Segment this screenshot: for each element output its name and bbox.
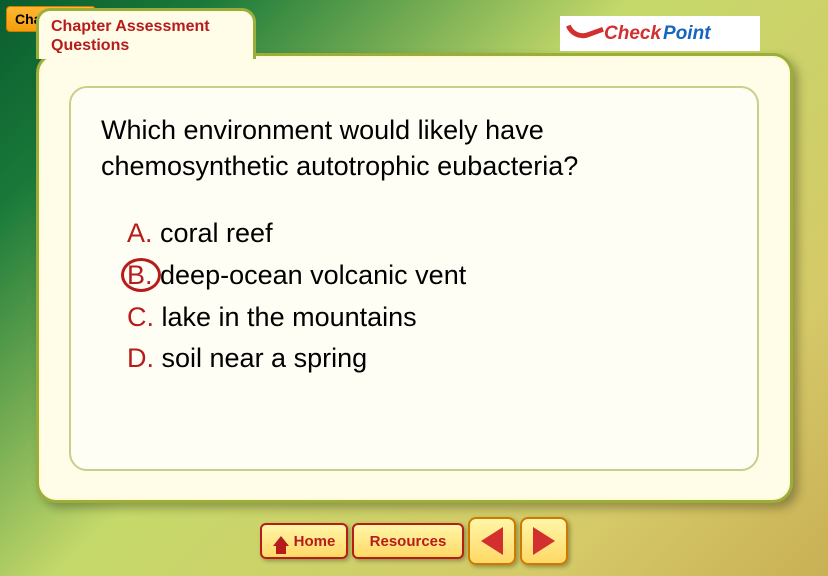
answer-text: soil near a spring <box>154 343 367 373</box>
bottom-nav: Home Resources <box>0 516 828 566</box>
resources-label: Resources <box>370 533 447 550</box>
answer-letter: D. <box>127 343 154 373</box>
question-text: Which environment would likely have chem… <box>101 112 727 185</box>
arrow-left-icon <box>481 527 503 555</box>
answer-d[interactable]: D. soil near a spring <box>127 338 727 380</box>
checkpoint-check-word: Check <box>604 23 661 45</box>
section-tab: Chapter Assessment Questions <box>36 8 256 59</box>
checkpoint-point-word: Point <box>663 23 711 45</box>
home-label: Home <box>294 533 336 550</box>
home-button[interactable]: Home <box>260 523 348 559</box>
prev-button[interactable] <box>468 517 516 565</box>
answer-letter: A. <box>127 218 153 248</box>
checkmark-swoosh-icon <box>568 20 602 48</box>
resources-button[interactable]: Resources <box>352 523 464 559</box>
answers-list: A. coral reef B. deep-ocean volcanic ven… <box>101 213 727 380</box>
tab-title-line1: Chapter Assessment <box>51 17 241 36</box>
main-card: Chapter Assessment Questions CheckPoint … <box>36 53 793 503</box>
answer-text: coral reef <box>153 218 273 248</box>
home-icon <box>273 536 289 546</box>
checkpoint-logo: CheckPoint <box>560 16 760 51</box>
correct-answer-circle-icon <box>121 258 161 292</box>
arrow-right-icon <box>533 527 555 555</box>
answer-c[interactable]: C. lake in the mountains <box>127 297 727 339</box>
answer-letter: C. <box>127 302 154 332</box>
answer-text: deep-ocean volcanic vent <box>153 260 467 290</box>
answer-b[interactable]: B. deep-ocean volcanic vent <box>127 255 727 297</box>
tab-seam-cover <box>39 53 253 59</box>
answer-text: lake in the mountains <box>154 302 417 332</box>
answer-a[interactable]: A. coral reef <box>127 213 727 255</box>
content-card: Which environment would likely have chem… <box>69 86 759 471</box>
next-button[interactable] <box>520 517 568 565</box>
